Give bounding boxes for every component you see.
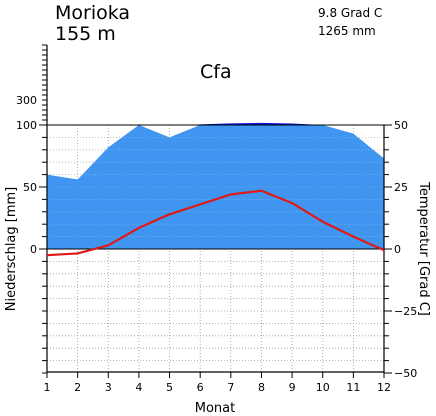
y-left-axis-title: Niederschlag [mm] xyxy=(4,187,19,312)
right-tick-label: −50 xyxy=(394,367,417,380)
left-tick-label: 50 xyxy=(23,181,37,194)
left-tick-label: 300 xyxy=(16,94,37,107)
x-tick-label: 11 xyxy=(346,381,360,394)
temperature-line xyxy=(46,189,385,257)
x-tick-label: 5 xyxy=(166,381,173,394)
right-tick-label: 0 xyxy=(394,243,401,256)
station-elevation: 155 m xyxy=(55,23,116,45)
x-tick-label: 12 xyxy=(377,381,391,394)
x-tick-label: 3 xyxy=(105,381,112,394)
x-tick-label: 9 xyxy=(289,381,296,394)
x-tick-label: 4 xyxy=(135,381,142,394)
x-axis-title: Monat xyxy=(195,401,235,416)
mean-temperature: 9.8 Grad C xyxy=(318,6,382,20)
temperature-layer xyxy=(46,189,385,257)
right-tick-label: 25 xyxy=(394,181,408,194)
right-tick-label: −25 xyxy=(394,305,417,318)
x-tick-label: 10 xyxy=(316,381,330,394)
axes xyxy=(39,44,392,378)
climate-class: Cfa xyxy=(200,61,232,83)
x-tick-label: 2 xyxy=(74,381,81,394)
annual-precipitation: 1265 mm xyxy=(318,24,376,38)
right-tick-label: 50 xyxy=(394,119,408,132)
x-tick-label: 6 xyxy=(197,381,204,394)
y-right-axis-title: Temperatur [Grad C] xyxy=(416,181,431,316)
x-tick-label: 1 xyxy=(44,381,51,394)
precipitation-layer xyxy=(47,122,384,249)
station-name: Morioka xyxy=(55,2,130,24)
precipitation-excess-area xyxy=(189,122,323,125)
x-tick-label: 7 xyxy=(227,381,234,394)
left-tick-label: 0 xyxy=(30,243,37,256)
left-tick-label: 100 xyxy=(16,119,37,132)
x-tick-label: 8 xyxy=(258,381,265,394)
